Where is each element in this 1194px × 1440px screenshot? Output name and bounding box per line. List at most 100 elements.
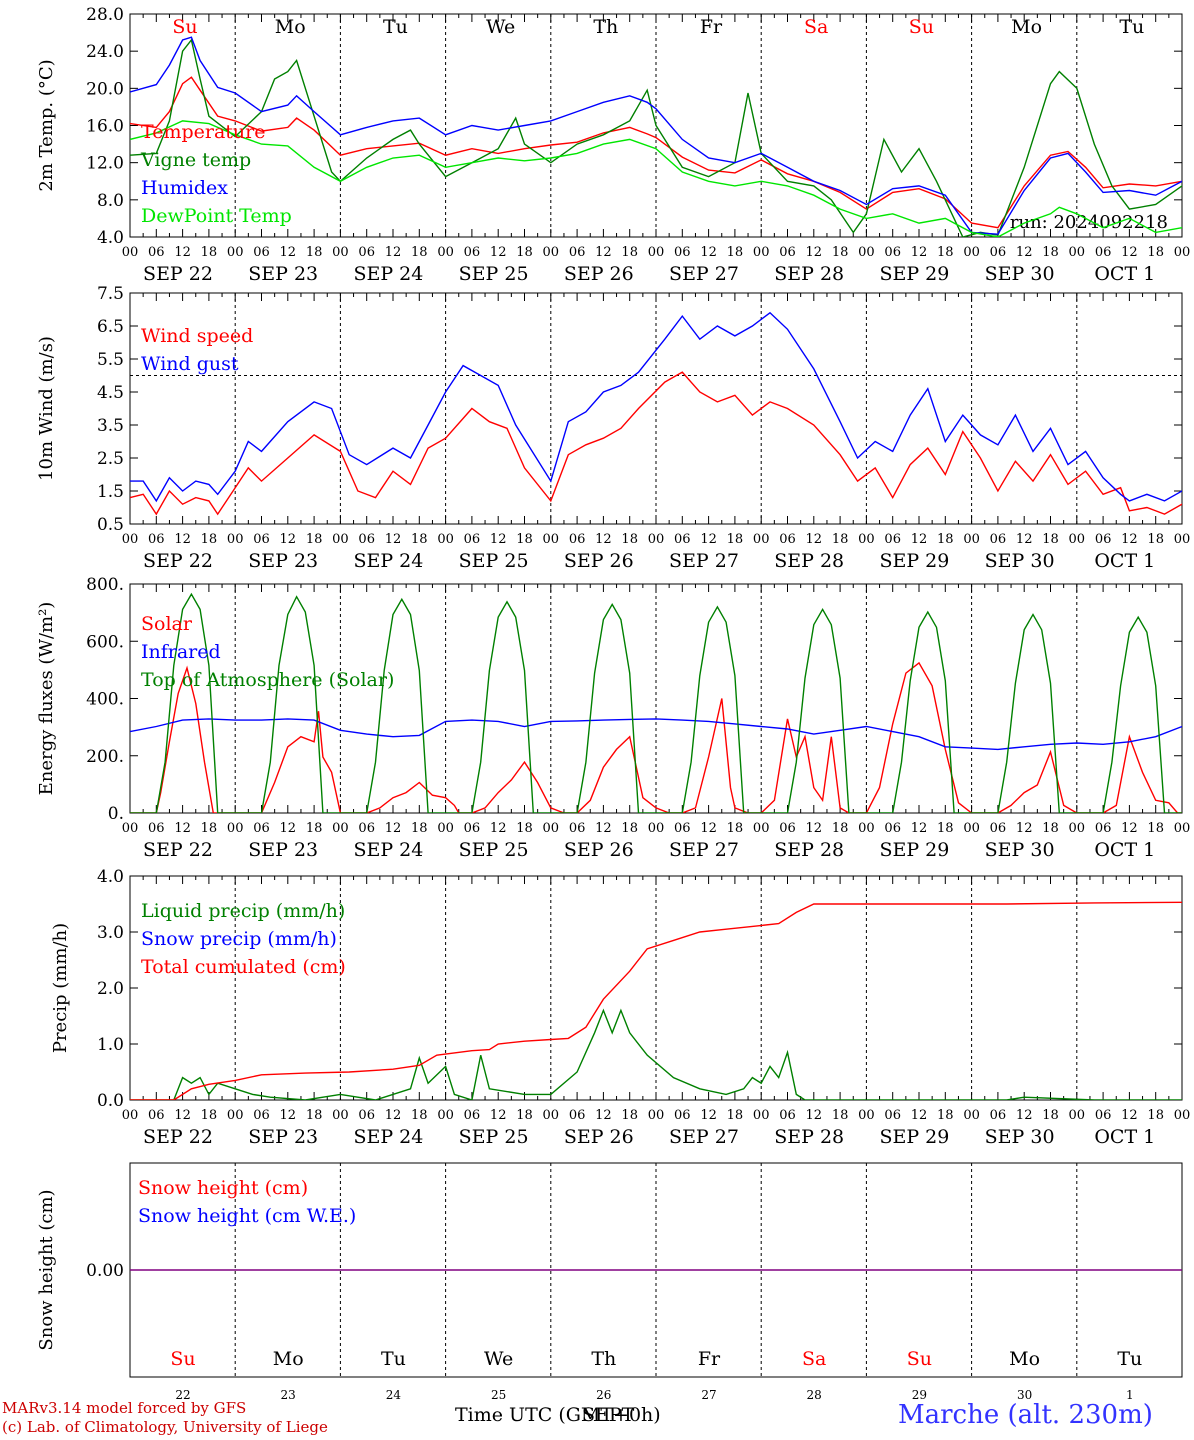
date-label: SEP 28 xyxy=(774,1126,844,1148)
hour-tick-label: 18 xyxy=(621,1108,638,1123)
y-tick-label: 0.5 xyxy=(97,515,124,535)
hour-tick-label: 00 xyxy=(227,1108,244,1123)
date-label: SEP 23 xyxy=(248,839,318,861)
hour-tick-label: 06 xyxy=(884,532,901,547)
y-axis-label: Snow height (cm) xyxy=(36,1189,57,1350)
hour-tick-label: 00 xyxy=(963,821,980,836)
hour-tick-label: 06 xyxy=(990,245,1007,260)
date-label: SEP 27 xyxy=(669,839,739,861)
hour-tick-label: 06 xyxy=(464,821,481,836)
weekday-label: We xyxy=(484,1348,513,1370)
legend-entry: Solar xyxy=(141,613,193,635)
hour-tick-label: 06 xyxy=(990,821,1007,836)
legend-entry: Liquid precip (mm/h) xyxy=(141,900,345,922)
series-top-of-atmosphere-solar xyxy=(130,592,1182,813)
hour-tick-label: 18 xyxy=(832,821,849,836)
date-label: SEP 30 xyxy=(985,1126,1055,1148)
date-label: SEP 29 xyxy=(879,839,949,861)
hour-tick-label: 00 xyxy=(437,821,454,836)
hour-tick-label: 00 xyxy=(332,1108,349,1123)
hour-tick-label: 06 xyxy=(569,821,586,836)
day-number-label: 22 xyxy=(175,1388,190,1402)
hour-tick-label: 06 xyxy=(464,245,481,260)
weekday-label: Fr xyxy=(700,16,723,38)
hour-tick-label: 06 xyxy=(1095,1108,1112,1123)
hour-tick-label: 12 xyxy=(490,821,507,836)
legend-entry: Vigne temp xyxy=(140,149,251,171)
hour-tick-label: 00 xyxy=(437,532,454,547)
y-tick-label: 4.0 xyxy=(97,228,124,248)
weekday-label: Su xyxy=(170,1348,195,1370)
hour-tick-label: 18 xyxy=(937,245,954,260)
y-tick-label: 2.5 xyxy=(97,449,124,469)
hour-tick-label: 06 xyxy=(569,532,586,547)
day-number-label: 29 xyxy=(912,1388,927,1402)
hour-tick-label: 12 xyxy=(280,532,297,547)
hour-tick-label: 00 xyxy=(437,245,454,260)
hour-tick-label: 18 xyxy=(411,532,428,547)
date-label: SEP 24 xyxy=(353,1126,423,1148)
hour-tick-label: 12 xyxy=(174,821,191,836)
hour-tick-label: 06 xyxy=(674,821,691,836)
panel-4: 0.0 1.0 2.0 3.0 4.0 Precip (mm/h) 00 06 12 18 SEP … xyxy=(50,867,1190,1148)
date-label: SEP 22 xyxy=(143,263,213,285)
weekday-label: Mo xyxy=(275,16,306,38)
series-solar xyxy=(130,661,1182,813)
date-label: SEP 27 xyxy=(669,263,739,285)
hour-tick-label: 18 xyxy=(1042,532,1059,547)
hour-tick-label: 18 xyxy=(411,1108,428,1123)
legend-entry: Wind speed xyxy=(141,325,253,347)
day-number-label: 24 xyxy=(386,1388,402,1402)
hour-tick-label: 12 xyxy=(700,532,717,547)
date-label: SEP 30 xyxy=(985,839,1055,861)
hour-tick-label: 18 xyxy=(201,821,218,836)
hour-tick-label: 00 xyxy=(648,1108,665,1123)
footer-model-line: MARv3.14 model forced by GFS xyxy=(2,1399,247,1417)
hour-tick-label: 06 xyxy=(569,245,586,260)
hour-tick-label: 00 xyxy=(648,245,665,260)
series-dewpoint-temp xyxy=(130,120,1182,237)
hour-tick-label: 12 xyxy=(1016,245,1033,260)
date-label: SEP 24 xyxy=(353,550,423,572)
hour-tick-label: 12 xyxy=(385,532,402,547)
date-label: OCT 1 xyxy=(1094,550,1155,572)
y-tick-label: 5.5 xyxy=(97,350,124,370)
hour-tick-label: 12 xyxy=(806,245,823,260)
hour-tick-label: 12 xyxy=(911,821,928,836)
hour-tick-label: 12 xyxy=(911,245,928,260)
weekday-label: Th xyxy=(591,1348,616,1370)
y-tick-label: 0.00 xyxy=(86,1261,124,1281)
hour-tick-label: 12 xyxy=(490,532,507,547)
hour-tick-label: 00 xyxy=(543,1108,560,1123)
hour-tick-label: 00 xyxy=(332,821,349,836)
date-label: SEP 25 xyxy=(459,839,529,861)
hour-tick-label: 06 xyxy=(569,1108,586,1123)
y-tick-label: 200. xyxy=(86,747,124,767)
hour-tick-label: 00 xyxy=(753,1108,770,1123)
hour-tick-label: 06 xyxy=(148,821,165,836)
hour-tick-label: 18 xyxy=(727,821,744,836)
day-number-label: 26 xyxy=(596,1388,611,1402)
day-number-label: 25 xyxy=(491,1388,506,1402)
hour-tick-label: 18 xyxy=(306,1108,323,1123)
hour-tick-label: 18 xyxy=(1042,1108,1059,1123)
hour-tick-label: 12 xyxy=(490,1108,507,1123)
hour-tick-label: 00 xyxy=(122,821,139,836)
weekday-label: Mo xyxy=(1009,1348,1040,1370)
hour-tick-label: 00 xyxy=(1069,1108,1086,1123)
legend-entry: Humidex xyxy=(141,177,228,199)
hour-tick-label: 12 xyxy=(1121,532,1138,547)
hour-tick-label: 18 xyxy=(832,245,849,260)
legend-entry: Temperature xyxy=(141,121,265,143)
hour-tick-label: 18 xyxy=(411,245,428,260)
series-wind-gust xyxy=(130,311,1182,503)
date-label: SEP 26 xyxy=(564,1126,634,1148)
hour-tick-label: 00 xyxy=(1174,245,1191,260)
series-vigne-temp xyxy=(130,38,1182,237)
location-label: Marche (alt. 230m) xyxy=(898,1400,1153,1430)
hour-tick-label: 00 xyxy=(753,532,770,547)
weekday-label: Mo xyxy=(1011,16,1042,38)
legend-entry: Infrared xyxy=(141,641,221,663)
hour-tick-label: 00 xyxy=(122,245,139,260)
date-label: SEP 27 xyxy=(669,1126,739,1148)
